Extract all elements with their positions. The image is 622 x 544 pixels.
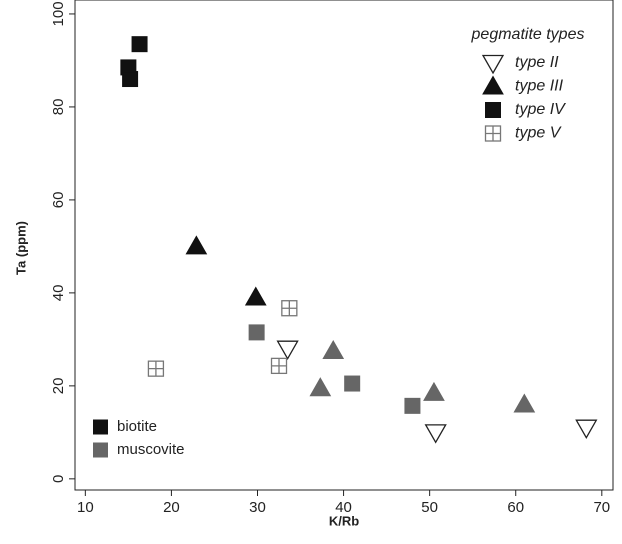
x-tick-label: 50 [421, 499, 438, 516]
legend-label: type V [515, 125, 562, 142]
square-marker [404, 397, 421, 414]
x-tick-label: 60 [507, 499, 524, 516]
y-axis-title: Ta (ppm) [13, 221, 28, 275]
triangle-down-marker [481, 54, 505, 75]
triangle-down-marker [276, 340, 299, 360]
legend-label: biotite [117, 418, 157, 435]
x-axis-title: K/Rb [329, 513, 359, 528]
triangle-marker [322, 339, 345, 359]
triangle-marker [423, 381, 445, 401]
y-tick-label: 60 [50, 192, 67, 209]
y-tick-label: 40 [50, 285, 67, 302]
square-cross-marker [147, 360, 165, 377]
marker-cross [271, 358, 287, 374]
triangle-marker [482, 75, 504, 95]
legend-swatch [93, 442, 108, 458]
x-tick-label: 70 [593, 499, 610, 516]
plot-frame [74, 0, 614, 491]
triangle-marker [513, 393, 536, 413]
y-tick-label: 20 [50, 378, 67, 395]
legend-label: type III [515, 78, 564, 95]
square-marker [131, 36, 148, 53]
legend-label: type IV [515, 101, 566, 118]
square-marker [122, 71, 139, 88]
triangle-marker [309, 377, 332, 397]
y-tick-label: 100 [50, 1, 67, 26]
legend-label: muscovite [117, 441, 185, 458]
marker-cross [485, 126, 501, 141]
square-cross-marker [281, 300, 298, 317]
triangle-down-marker [575, 419, 598, 440]
square-cross-marker [484, 125, 502, 142]
y-tick-label: 0 [50, 475, 67, 483]
square-marker [248, 324, 265, 341]
marker-cross [148, 361, 164, 377]
marker-cross [281, 300, 297, 316]
square-marker [344, 375, 361, 392]
y-tick-label: 80 [50, 99, 67, 116]
legend-swatch [93, 419, 108, 435]
triangle-marker [185, 235, 208, 255]
legend-title: pegmatite types [471, 26, 585, 43]
x-tick-label: 30 [249, 499, 266, 516]
x-tick-label: 40 [335, 499, 352, 516]
legend-label: type II [515, 54, 559, 71]
triangle-marker [244, 286, 267, 306]
x-tick-label: 10 [77, 499, 94, 516]
x-tick-label: 20 [163, 499, 180, 516]
square-marker [485, 102, 501, 118]
square-cross-marker [270, 357, 288, 375]
triangle-down-marker [424, 424, 447, 444]
